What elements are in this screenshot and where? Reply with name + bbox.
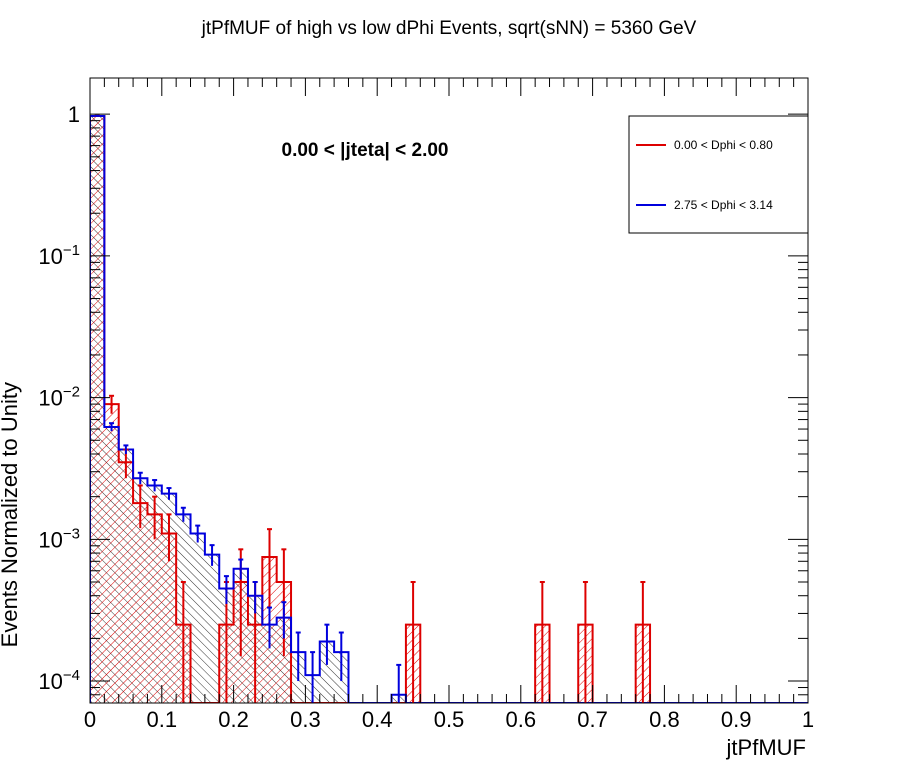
x-tick-label-3: 0.3 [290,707,321,732]
series-2-bar-16 [319,641,335,703]
x-tick-label-9: 0.9 [721,707,752,732]
series-1-bar-3 [133,503,148,703]
x-tick-label-2: 0.2 [218,707,249,732]
x-axis-ticks [89,78,809,703]
legend-label-series-1: 0.00 < Dphi < 0.80 [674,138,773,152]
y-tick-label-2: 10−2 [38,384,80,411]
y-tick-label-base-3: 10 [38,527,62,552]
series-1-bar-5 [161,533,177,703]
y-tick-label-base-1: 10 [38,244,62,269]
y-tick-label-exponent-2: −2 [63,384,80,401]
x-tick-label-1: 0.1 [147,707,178,732]
y-tick-label-3: 10−3 [38,525,80,552]
x-tick-label-6: 0.6 [506,707,537,732]
x-tick-label-5: 0.5 [434,707,465,732]
y-tick-label-exponent-1: −1 [63,242,80,259]
series-1-bar-0 [90,116,105,703]
y-tick-label-0: 1 [68,102,80,127]
y-axis-title: Events Normalized to Unity [0,382,22,647]
series-1-bar-4 [147,514,162,703]
series-1-bar-2 [118,462,134,703]
y-tick-label-base-0: 1 [68,102,80,127]
x-tick-label-4: 0.4 [362,707,393,732]
x-axis-title: jtPfMUF [726,735,806,760]
legend-box [628,115,809,234]
x-tick-label-7: 0.7 [577,707,608,732]
y-tick-label-4: 10−4 [38,667,80,694]
x-tick-label-10: 1 [802,707,814,732]
y-tick-label-1: 10−1 [38,242,80,269]
series-1-bar-1 [104,404,119,703]
series-2-bar-8 [204,554,220,703]
series-1-step-line [90,115,808,703]
y-tick-label-exponent-4: −4 [63,667,80,684]
x-axis-tick-labels: 0 0.1 0.2 0.3 0.4 0.5 0.6 0.7 0.8 0.9 1 [84,707,814,732]
x-tick-label-0: 0 [84,707,96,732]
x-tick-label-8: 0.8 [649,707,680,732]
series-2-error-bars [94,114,402,703]
chart-title: jtPfMUF of high vs low dPhi Events, sqrt… [201,18,697,39]
series-1-hatched-fill [90,116,651,703]
y-axis-ticks [90,113,808,704]
y-tick-label-base-2: 10 [38,386,62,411]
series-2-bar-7 [190,533,205,703]
y-axis-tick-labels: 110−110−210−310−4 [38,102,80,694]
legend-label-series-2: 2.75 < Dphi < 3.14 [674,198,773,212]
legend: 0.00 < Dphi < 0.80 2.75 < Dphi < 3.14 [628,115,809,234]
y-tick-label-base-4: 10 [38,669,62,694]
eta-cut-annotation: 0.00 < |jteta| < 2.00 [282,140,449,161]
y-tick-label-exponent-3: −3 [63,525,80,542]
series-1-outline [90,115,808,703]
